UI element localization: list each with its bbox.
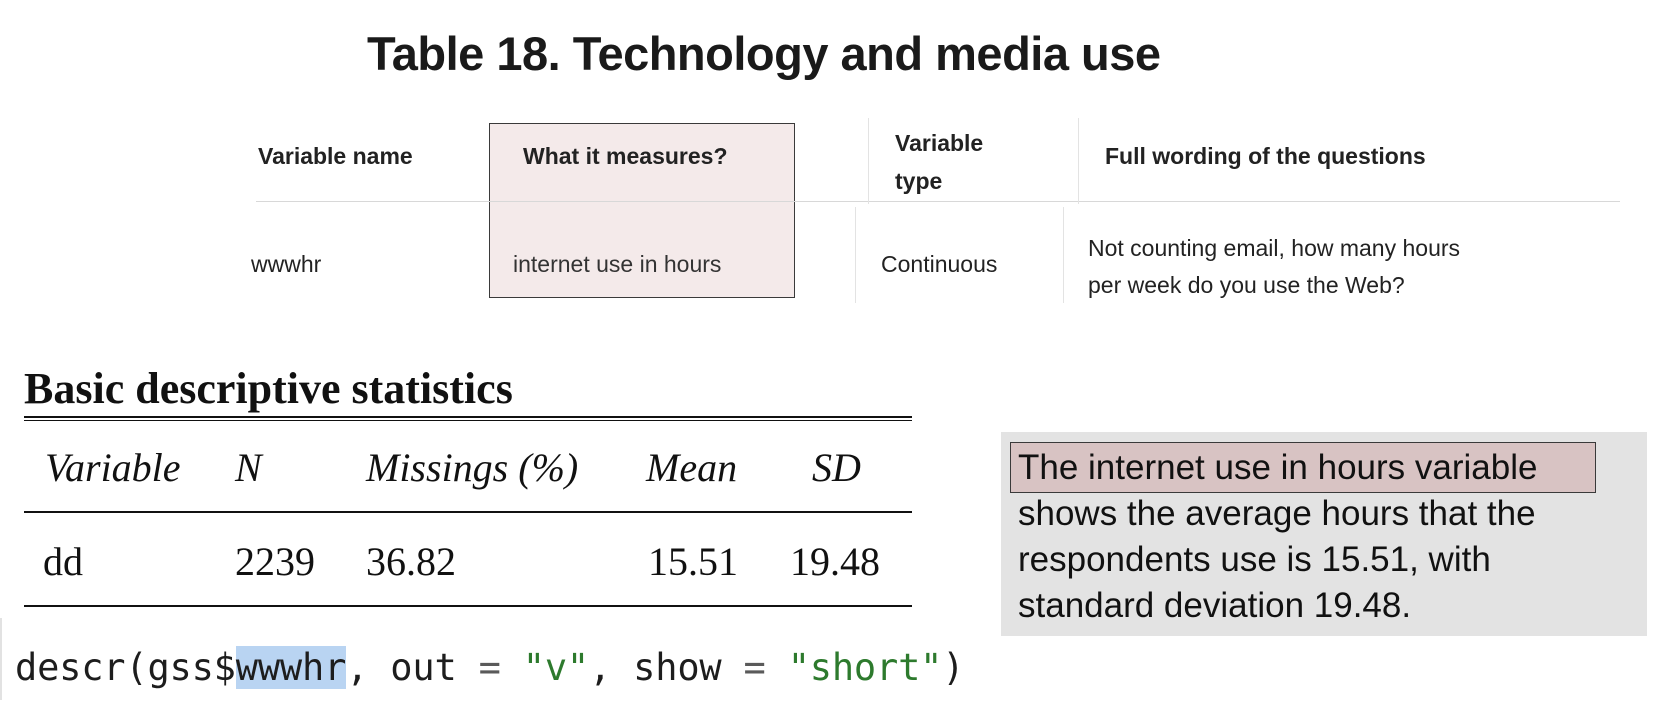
stats-header-variable: Variable xyxy=(45,445,181,490)
cell-full-wording-line1: Not counting email, how many hours xyxy=(1088,235,1461,261)
cell-variable-type: Continuous xyxy=(881,251,998,277)
stats-cell-mean: 15.51 xyxy=(648,539,738,584)
column-divider xyxy=(868,118,869,204)
header-variable-name: Variable name xyxy=(258,143,413,169)
stats-header-n: N xyxy=(235,445,262,490)
explanation-line: The internet use in hours variable xyxy=(1018,448,1538,487)
column-divider xyxy=(1063,207,1064,303)
stats-header-mean: Mean xyxy=(646,445,738,490)
table-header-divider xyxy=(256,201,1620,202)
cell-full-wording: Not counting email, how many hours per w… xyxy=(1088,230,1460,304)
top-rule xyxy=(24,416,912,418)
stats-cell-missings: 36.82 xyxy=(366,539,456,584)
stats-cell-variable: dd xyxy=(43,539,83,584)
top-rule-thin xyxy=(24,420,912,421)
header-variable-type: Variable type xyxy=(895,124,983,200)
column-divider xyxy=(855,207,856,303)
bottom-rule xyxy=(24,605,912,607)
explanation-line: respondents use is 15.51, with xyxy=(1018,540,1491,579)
stats-cell-n: 2239 xyxy=(235,539,315,584)
stats-cell-sd: 19.48 xyxy=(790,539,880,584)
code-arg1: , out xyxy=(346,646,479,689)
cell-what-it-measures: internet use in hours xyxy=(513,251,722,277)
stats-title: Basic descriptive statistics xyxy=(24,364,513,413)
code-eq-operator: = xyxy=(478,646,501,689)
code-string: "short" xyxy=(787,646,943,689)
code-arg2: , show xyxy=(589,646,744,689)
code-string: "v" xyxy=(522,646,590,689)
code-space xyxy=(766,646,788,689)
measure-column-highlight xyxy=(489,123,795,298)
header-variable-type-line2: type xyxy=(895,168,943,194)
header-full-wording: Full wording of the questions xyxy=(1105,143,1426,169)
stats-header-sd: SD xyxy=(812,445,861,490)
code-fn: descr(gss$ xyxy=(15,646,236,689)
cell-variable-name: wwwhr xyxy=(251,251,322,277)
header-what-it-measures: What it measures? xyxy=(523,143,728,169)
explanation-highlight xyxy=(1010,442,1596,493)
code-selection[interactable]: wwwhr xyxy=(235,646,347,689)
header-variable-type-line1: Variable xyxy=(895,130,984,156)
code-space xyxy=(501,646,523,689)
explanation-line: standard deviation 19.48. xyxy=(1018,586,1412,625)
code-eq-operator: = xyxy=(743,646,766,689)
explanation-text: The internet use in hours variable shows… xyxy=(1018,445,1638,629)
mid-rule xyxy=(24,511,912,513)
stats-header-missings: Missings (%) xyxy=(366,445,579,490)
page-title: Table 18. Technology and media use xyxy=(367,27,1161,80)
code-close: ) xyxy=(942,646,965,689)
column-divider xyxy=(1078,118,1079,204)
code-gutter xyxy=(0,618,2,700)
explanation-line: shows the average hours that the xyxy=(1018,494,1536,533)
cell-full-wording-line2: per week do you use the Web? xyxy=(1088,272,1405,298)
code-line[interactable]: descr(gss$wwwhr, out = "v", show = "shor… xyxy=(15,646,965,689)
